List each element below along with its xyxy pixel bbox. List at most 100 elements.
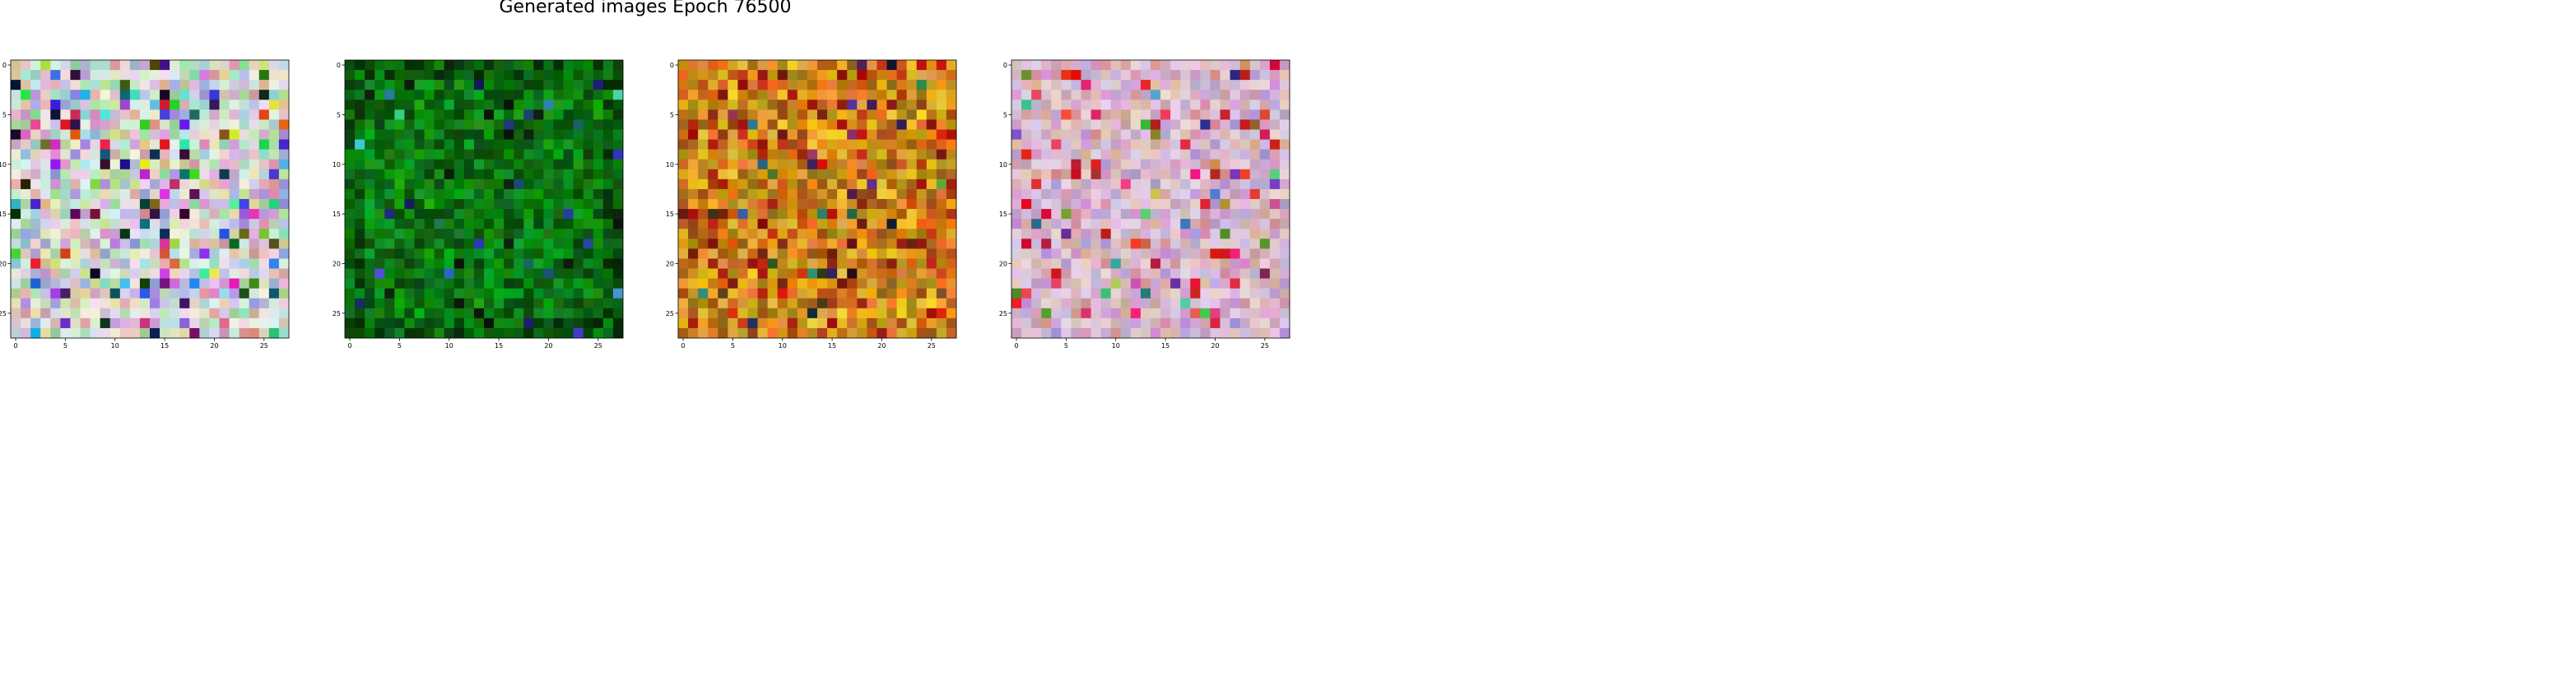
- pixel-cell: [119, 209, 131, 220]
- pixel-cell: [170, 100, 180, 110]
- pixel-cell: [150, 109, 160, 120]
- pixel-cell: [109, 199, 121, 210]
- pixel-cell: [896, 239, 908, 249]
- pixel-cell: [30, 327, 41, 339]
- pixel-cell: [414, 159, 425, 170]
- pixel-cell: [394, 80, 405, 90]
- pixel-cell: [728, 149, 738, 160]
- pixel-cell: [688, 90, 699, 100]
- pixel-cell: [355, 239, 365, 249]
- x-tick-label: 0: [1014, 342, 1018, 348]
- pixel-cell: [847, 308, 858, 319]
- pixel-cell: [1230, 317, 1241, 329]
- pixel-cell: [688, 317, 699, 329]
- pixel-cell: [1259, 70, 1271, 81]
- pixel-cell: [21, 169, 31, 180]
- pixel-cell: [718, 119, 728, 130]
- pixel-cell: [414, 258, 425, 269]
- pixel-cell: [1180, 159, 1191, 170]
- pixel-cell: [583, 188, 594, 200]
- pixel-cell: [728, 288, 738, 299]
- pixel-cell: [573, 70, 584, 81]
- pixel-cell: [523, 70, 534, 81]
- pixel-cell: [1210, 169, 1221, 180]
- pixel-cell: [219, 239, 230, 249]
- pixel-cell: [50, 327, 61, 339]
- pixel-cell: [612, 159, 624, 170]
- pixel-cell: [1021, 298, 1032, 309]
- y-tick-label: 20: [0, 260, 7, 267]
- pixel-cell: [60, 149, 71, 160]
- pixel-cell: [504, 317, 514, 329]
- pixel-cell: [30, 90, 41, 100]
- pixel-cell: [229, 219, 240, 229]
- pixel-cell: [109, 288, 121, 299]
- pixel-cell: [170, 219, 180, 229]
- pixel-cell: [1081, 209, 1091, 220]
- pixel-cell: [30, 248, 41, 259]
- pixel-cell: [916, 268, 928, 279]
- pixel-cell: [463, 70, 475, 81]
- pixel-cell: [896, 159, 908, 170]
- pixel-cell: [916, 258, 928, 269]
- pixel-cell: [434, 268, 445, 279]
- pixel-cell: [787, 268, 798, 279]
- pixel-cell: [678, 327, 689, 339]
- pixel-cell: [1200, 308, 1211, 319]
- pixel-cell: [1151, 317, 1161, 329]
- pixel-cell: [514, 327, 524, 339]
- pixel-cell: [219, 229, 230, 239]
- pixel-cell: [543, 199, 554, 210]
- pixel-cell: [1239, 258, 1251, 269]
- pixel-cell: [355, 139, 365, 151]
- pixel-cell: [1110, 60, 1122, 71]
- pixel-cell: [1031, 109, 1042, 120]
- pixel-cell: [1160, 119, 1171, 130]
- pixel-cell: [219, 248, 230, 259]
- pixel-cell: [109, 80, 121, 90]
- pixel-cell: [119, 119, 131, 130]
- pixel-cell: [1051, 327, 1062, 339]
- pixel-cell: [100, 139, 111, 151]
- pixel-cell: [612, 80, 624, 90]
- pixel-cell: [1061, 139, 1072, 151]
- pixel-cell: [424, 139, 435, 151]
- pixel-cell: [543, 139, 554, 151]
- pixel-cell: [1061, 248, 1072, 259]
- pixel-cell: [946, 209, 957, 220]
- pixel-cell: [209, 90, 220, 100]
- pixel-cell: [424, 239, 435, 249]
- pixel-cell: [523, 239, 534, 249]
- pixel-cell: [533, 100, 544, 110]
- pixel-cell: [1081, 100, 1091, 110]
- pixel-cell: [1090, 60, 1102, 71]
- pixel-cell: [90, 60, 101, 71]
- pixel-cell: [494, 80, 505, 90]
- pixel-cell: [199, 239, 210, 249]
- pixel-cell: [837, 327, 848, 339]
- pixel-cell: [737, 278, 748, 290]
- pixel-cell: [563, 60, 574, 71]
- pixel-cell: [1130, 248, 1142, 259]
- pixel-cell: [219, 298, 230, 309]
- pixel-cell: [355, 229, 365, 239]
- pixel-cell: [119, 159, 131, 170]
- pixel-cell: [139, 139, 151, 151]
- pixel-cell: [787, 119, 798, 130]
- pixel-cell: [563, 100, 574, 110]
- pixel-cell: [70, 60, 81, 71]
- pixel-cell: [1170, 169, 1181, 180]
- pixel-cell: [384, 278, 395, 290]
- pixel-cell: [139, 109, 151, 120]
- pixel-cell: [504, 149, 514, 160]
- pixel-cell: [573, 199, 584, 210]
- pixel-cell: [797, 188, 808, 200]
- pixel-cell: [209, 327, 220, 339]
- pixel-cell: [1120, 317, 1132, 329]
- pixel-cell: [698, 149, 709, 160]
- pixel-cell: [1071, 288, 1081, 299]
- pixel-cell: [593, 80, 604, 90]
- pixel-cell: [249, 178, 260, 190]
- pixel-cell: [494, 209, 505, 220]
- pixel-cell: [1081, 159, 1091, 170]
